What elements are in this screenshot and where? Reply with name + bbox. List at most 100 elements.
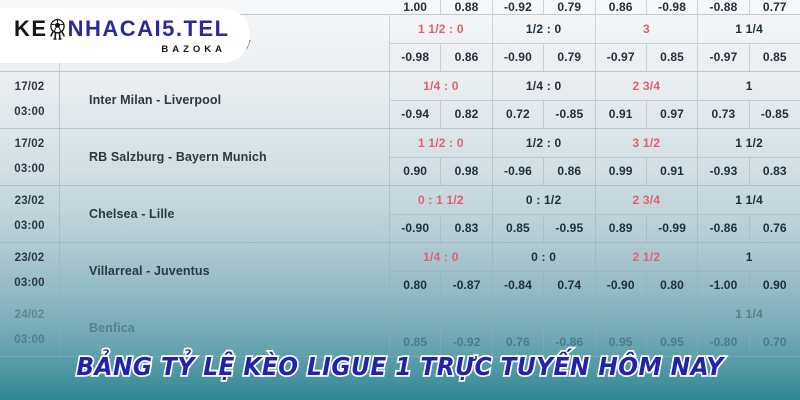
handicap-value[interactable]: 2 3/4: [596, 186, 699, 214]
odds-price[interactable]: -0.95: [544, 214, 596, 242]
odds-price[interactable]: 0.88: [441, 0, 493, 14]
odds-price[interactable]: -0.85: [544, 100, 596, 128]
handicap-value[interactable]: 0 : 1/2: [493, 186, 596, 214]
handicap-value[interactable]: 1: [745, 78, 753, 93]
odds-price[interactable]: 0.95: [647, 328, 699, 356]
odds-price[interactable]: -0.80: [698, 328, 750, 356]
odds-price[interactable]: 0.80: [647, 271, 699, 299]
table-row[interactable]: 17/02 03:00 Inter Milan - Liverpool 1/4 : 0…: [0, 72, 800, 129]
match-time: 03:00: [14, 162, 45, 175]
handicap-value[interactable]: 1 1/2 : 0: [390, 129, 493, 157]
handicap-value[interactable]: 0 : 1 1/2: [390, 186, 493, 214]
odds-price[interactable]: -0.86: [698, 214, 750, 242]
odds-price[interactable]: 0.83: [441, 214, 493, 242]
odds-price[interactable]: 0.86: [596, 0, 647, 14]
handicap-value[interactable]: 1/2 : 0: [493, 129, 596, 157]
odds-price[interactable]: 0.79: [544, 0, 596, 14]
odds-price[interactable]: -0.93: [698, 157, 750, 185]
odds-price[interactable]: 0.97: [647, 100, 699, 128]
handicap-value[interactable]: 3 1/2: [596, 129, 699, 157]
odds-price[interactable]: 0.98: [441, 157, 493, 185]
odds-price[interactable]: 0.89: [596, 214, 647, 242]
handicap-value[interactable]: 3: [596, 15, 699, 43]
odds-price[interactable]: -0.85: [760, 107, 789, 122]
match-time: 03:00: [14, 105, 45, 118]
handicap-value[interactable]: 1 1/2 : 0: [390, 15, 493, 43]
handicap-value[interactable]: 1 1/4: [735, 306, 763, 321]
odds-price[interactable]: -0.98: [647, 0, 699, 14]
odds-price[interactable]: -0.92: [441, 328, 493, 356]
odds-price[interactable]: -1.00: [698, 271, 750, 299]
odds-price[interactable]: 0.76: [762, 221, 787, 236]
match-name-cell[interactable]: Benfica: [60, 300, 390, 356]
odds-price[interactable]: 0.82: [441, 100, 493, 128]
match-name-cell[interactable]: Villarreal - Juventus: [60, 243, 390, 299]
handicap-line: 0 : 1 1/2 0 : 1/2 2 3/4 1 1/4: [390, 186, 800, 214]
odds-price[interactable]: -0.99: [647, 214, 699, 242]
odds-price[interactable]: 0.95: [596, 328, 647, 356]
handicap-value[interactable]: 1/4 : 0: [390, 72, 493, 100]
table-row[interactable]: 17/02 03:00 RB Salzburg - Bayern Munich 1 1…: [0, 129, 800, 186]
odds-price[interactable]: 0.90: [390, 157, 442, 185]
odds-price[interactable]: 1.00: [390, 0, 442, 14]
odds-price[interactable]: 0.99: [596, 157, 647, 185]
odds-price[interactable]: -0.97: [698, 43, 750, 71]
odds-price[interactable]: 0.72: [493, 100, 545, 128]
odds-price[interactable]: -0.98: [390, 43, 442, 71]
match-name: RB Salzburg - Bayern Munich: [89, 150, 267, 164]
odds-price[interactable]: 0.85: [493, 214, 545, 242]
odds-price[interactable]: 0.73: [698, 100, 750, 128]
odds-cells: 0 : 1/20 : 1/42 3/41 1/41.000.88-0.920.7…: [390, 0, 800, 14]
odds-price[interactable]: -0.97: [596, 43, 647, 71]
odds-price[interactable]: 0.76: [493, 328, 545, 356]
handicap-value[interactable]: 2 3/4: [596, 72, 699, 100]
odds-price[interactable]: -0.90: [596, 271, 647, 299]
match-time: 03:00: [14, 276, 45, 289]
odds-price[interactable]: 0.91: [647, 157, 699, 185]
odds-price[interactable]: 0.80: [390, 271, 442, 299]
odds-price[interactable]: 0.83: [762, 164, 787, 179]
odds-price[interactable]: -0.90: [493, 43, 545, 71]
odds-price[interactable]: 0.90: [762, 278, 787, 293]
odds-price[interactable]: 0.85: [390, 328, 442, 356]
handicap-value[interactable]: 1 1/4: [735, 192, 763, 207]
odds-price[interactable]: 0.70: [762, 335, 787, 350]
match-name-cell[interactable]: RB Salzburg - Bayern Munich: [60, 129, 390, 185]
table-row[interactable]: 0 : 1/20 : 1/42 3/41 1/41.000.88-0.920.7…: [0, 0, 800, 15]
handicap-value[interactable]: 1/4 : 0: [493, 72, 596, 100]
odds-price[interactable]: 0.91: [596, 100, 647, 128]
handicap-value[interactable]: 0 : 0: [493, 243, 596, 271]
match-name-cell[interactable]: Chelsea - Lille: [60, 186, 390, 242]
odds-price[interactable]: -0.88: [698, 0, 750, 14]
odds-price[interactable]: -0.90: [390, 214, 442, 242]
odds-price[interactable]: 0.77: [762, 0, 787, 14]
odds-price[interactable]: -0.84: [493, 271, 545, 299]
odds-price[interactable]: 0.86: [441, 43, 493, 71]
odds-price[interactable]: -0.87: [441, 271, 493, 299]
handicap-value[interactable]: 1/2 : 0: [493, 15, 596, 43]
handicap-value[interactable]: [390, 300, 493, 328]
odds-price[interactable]: -0.86: [544, 328, 596, 356]
odds-price[interactable]: 0.86: [544, 157, 596, 185]
odds-price[interactable]: -0.96: [493, 157, 545, 185]
handicap-value[interactable]: 1: [745, 249, 753, 264]
match-name-cell[interactable]: Inter Milan - Liverpool: [60, 72, 390, 128]
odds-price[interactable]: 0.74: [544, 271, 596, 299]
handicap-value[interactable]: [493, 300, 596, 328]
handicap-value[interactable]: 1 1/4: [735, 21, 763, 36]
odds-price[interactable]: -0.94: [390, 100, 442, 128]
handicap-value[interactable]: 2 1/2: [596, 243, 699, 271]
handicap-value[interactable]: [596, 300, 699, 328]
table-row[interactable]: 23/02 03:00 Chelsea - Lille 0 : 1 1/2 0 : 1/…: [0, 186, 800, 243]
odds-price[interactable]: 0.85: [762, 50, 787, 65]
handicap-value[interactable]: 1 1/2: [735, 135, 763, 150]
odds-price[interactable]: 0.85: [647, 43, 699, 71]
match-datetime-cell: 24/02 03:00: [0, 300, 60, 356]
odds-price[interactable]: -0.92: [493, 0, 545, 14]
table-row[interactable]: 24/02 03:00 Benfica 1 1/4 0.85 -0.92 0.76 -0.86…: [0, 300, 800, 357]
handicap-value[interactable]: 1/4 : 0: [390, 243, 493, 271]
odds-price[interactable]: 0.79: [544, 43, 596, 71]
